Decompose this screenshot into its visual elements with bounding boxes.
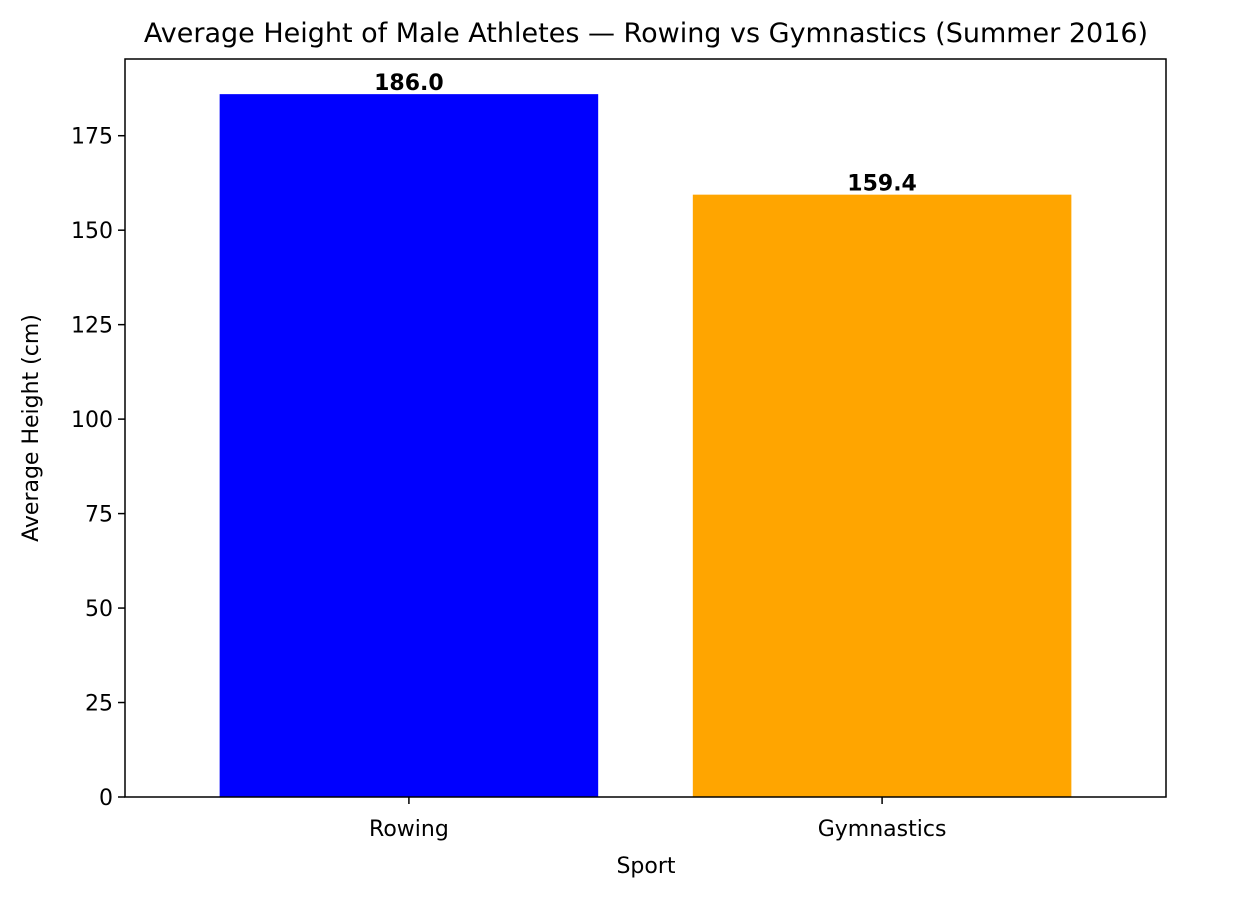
x-axis-label: Sport (616, 854, 675, 879)
y-tick-label: 0 (99, 786, 113, 811)
data-label-gymnastics: 159.4 (847, 172, 917, 197)
y-tick-label: 125 (71, 314, 113, 339)
y-tick-label: 175 (71, 125, 113, 150)
y-tick-label: 150 (71, 219, 113, 244)
chart-title: Average Height of Male Athletes — Rowing… (144, 18, 1148, 49)
y-axis-label: Average Height (cm) (19, 314, 44, 542)
bar-rowing (219, 94, 599, 797)
y-tick-label: 100 (71, 408, 113, 433)
y-tick-label: 75 (85, 503, 113, 528)
x-tick-label-rowing: Rowing (369, 817, 449, 842)
plot-frame (124, 58, 1167, 798)
y-tick-label: 50 (85, 597, 113, 622)
y-tick-label: 25 (85, 692, 113, 717)
x-tick-label-gymnastics: Gymnastics (818, 817, 947, 842)
data-label-rowing: 186.0 (374, 71, 444, 96)
bar-gymnastics (692, 194, 1072, 797)
